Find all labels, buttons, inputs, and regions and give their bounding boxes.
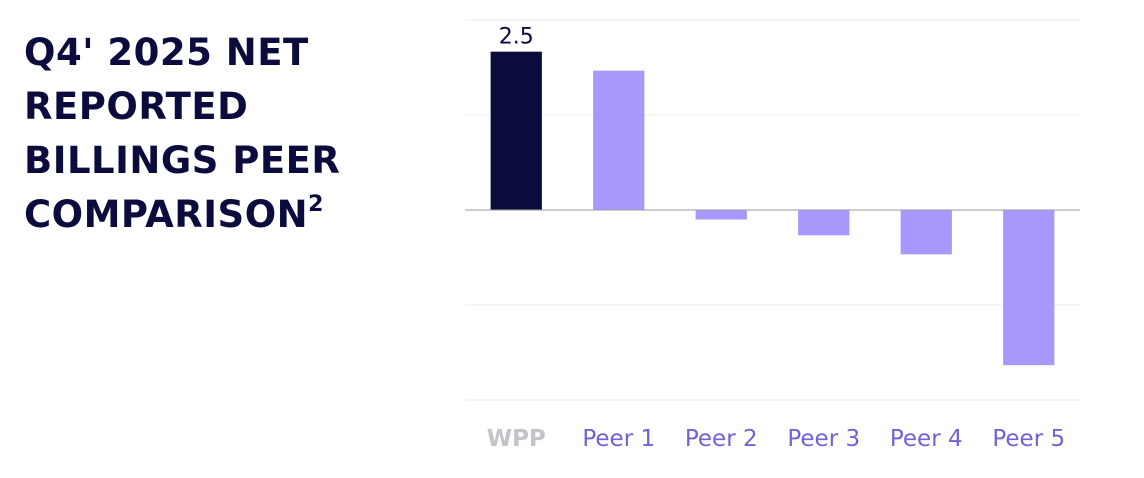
bar xyxy=(798,210,850,236)
x-tick-label: WPP xyxy=(487,426,546,452)
bar xyxy=(490,51,542,210)
chart-title: Q4' 2025 NET REPORTED BILLINGS PEER COMP… xyxy=(24,26,354,242)
x-tick-label: Peer 3 xyxy=(787,426,860,452)
title-superscript: 2 xyxy=(308,192,324,217)
x-tick-label: Peer 4 xyxy=(890,426,963,452)
bar xyxy=(695,210,747,220)
x-tick-label: Peer 5 xyxy=(992,426,1065,452)
bar xyxy=(1003,210,1055,366)
x-tick-label: Peer 1 xyxy=(582,426,655,452)
x-tick-label: Peer 2 xyxy=(685,426,758,452)
title-text: Q4' 2025 NET REPORTED BILLINGS PEER COMP… xyxy=(24,31,341,236)
bar xyxy=(593,70,645,211)
bar xyxy=(900,210,952,255)
data-label: 2.5 xyxy=(499,25,534,50)
